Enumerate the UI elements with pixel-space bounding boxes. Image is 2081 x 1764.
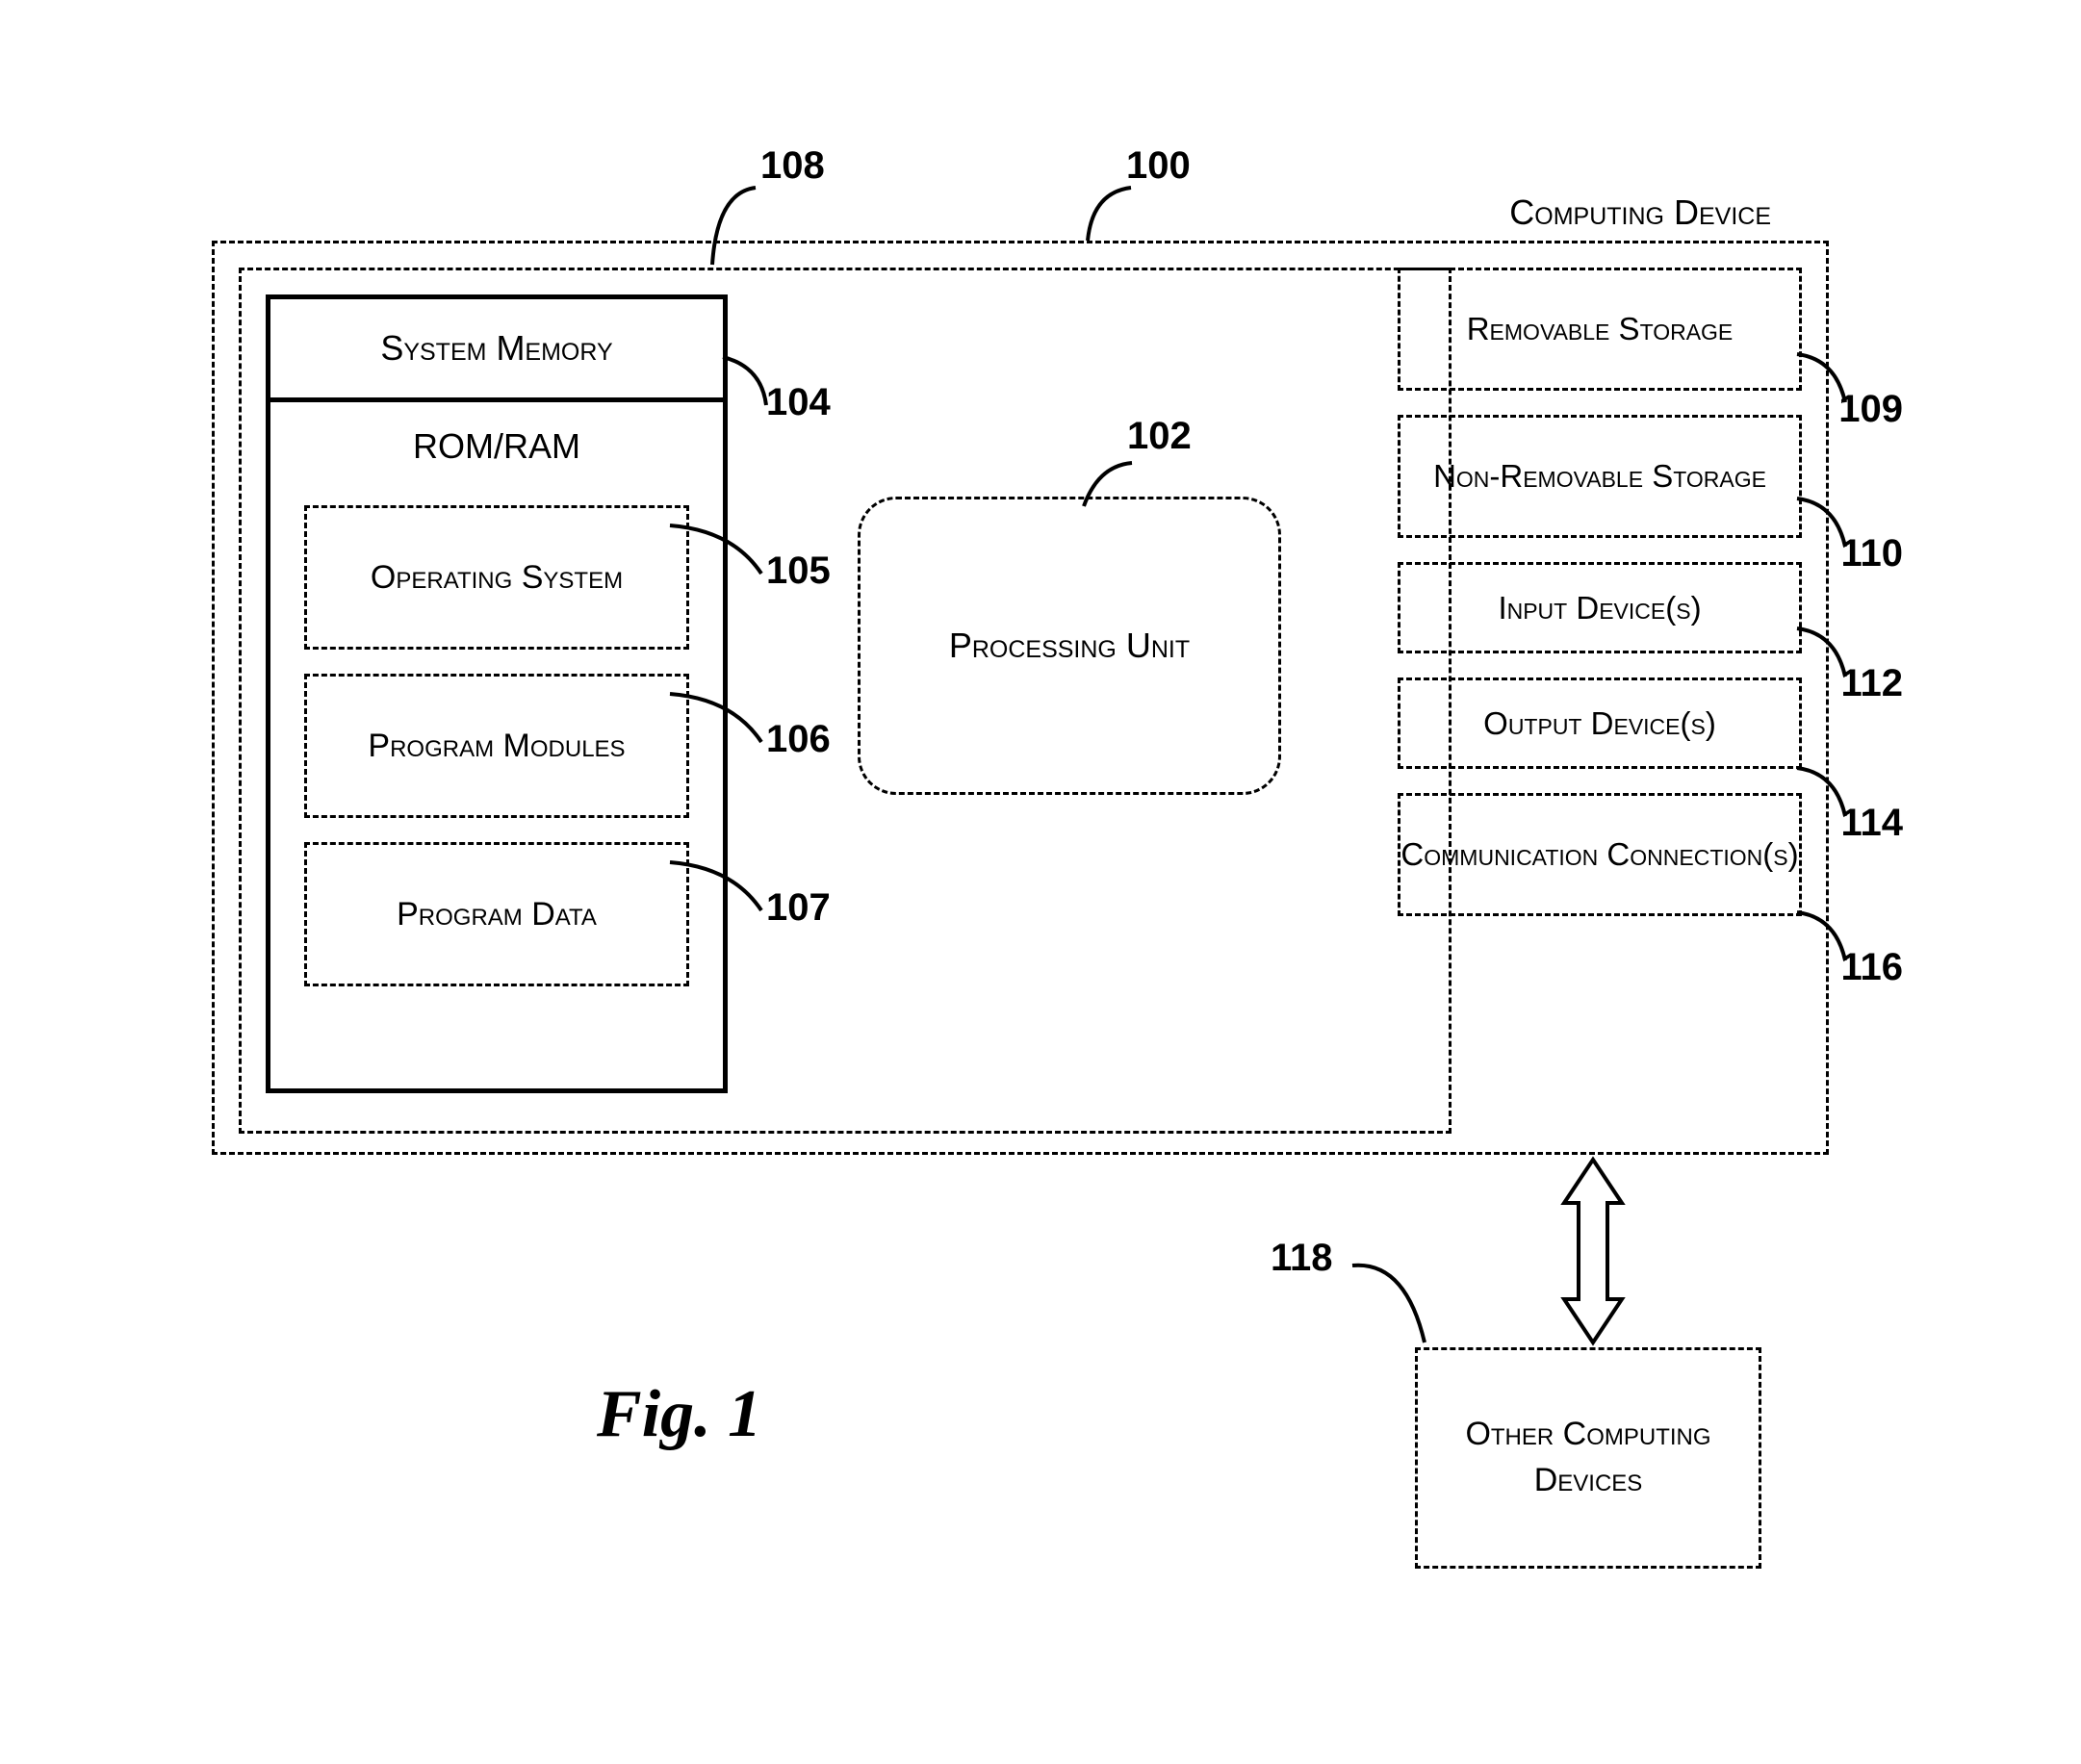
system-memory-box: System Memory ROM/RAM Operating System P… — [266, 294, 728, 1093]
leader-105 — [665, 521, 771, 588]
diagram-root: Computing Device 100 108 System Memory R… — [212, 173, 1867, 1598]
leader-114 — [1792, 763, 1860, 831]
other-devices-box: Other Computing Devices — [1415, 1347, 1761, 1569]
non-removable-storage-box: Non-Removable Storage — [1398, 415, 1802, 538]
ref-118: 118 — [1271, 1237, 1333, 1280]
system-memory-label: System Memory — [270, 299, 723, 402]
ref-100: 100 — [1126, 144, 1191, 188]
leader-116 — [1792, 908, 1860, 975]
ref-105: 105 — [766, 550, 831, 593]
leader-118 — [1348, 1251, 1434, 1347]
computing-device-label: Computing Device — [1509, 192, 1771, 233]
right-column: Removable Storage Non-Removable Storage … — [1398, 268, 1802, 916]
processing-unit-box: Processing Unit — [858, 497, 1281, 795]
input-devices-box: Input Device(s) — [1398, 562, 1802, 653]
program-data-box: Program Data — [304, 842, 689, 986]
leader-107 — [665, 857, 771, 925]
leader-110 — [1792, 494, 1860, 561]
comm-connections-box: Communication Connection(s) — [1398, 793, 1802, 916]
leader-104 — [713, 352, 790, 420]
leader-102 — [1079, 458, 1156, 516]
output-devices-box: Output Device(s) — [1398, 677, 1802, 769]
rom-ram-label: ROM/RAM — [270, 402, 723, 481]
ref-108: 108 — [760, 144, 825, 188]
inner-box: System Memory ROM/RAM Operating System P… — [239, 268, 1452, 1134]
ref-102: 102 — [1127, 415, 1192, 458]
ref-106: 106 — [766, 718, 831, 761]
program-modules-box: Program Modules — [304, 674, 689, 818]
removable-storage-box: Removable Storage — [1398, 268, 1802, 391]
ref-107: 107 — [766, 886, 831, 930]
double-arrow-icon — [1554, 1155, 1631, 1347]
computing-device-box: System Memory ROM/RAM Operating System P… — [212, 241, 1829, 1155]
leader-112 — [1792, 624, 1860, 691]
leader-106 — [665, 689, 771, 756]
operating-system-box: Operating System — [304, 505, 689, 650]
leader-109 — [1792, 349, 1860, 417]
figure-label: Fig. 1 — [597, 1376, 761, 1453]
